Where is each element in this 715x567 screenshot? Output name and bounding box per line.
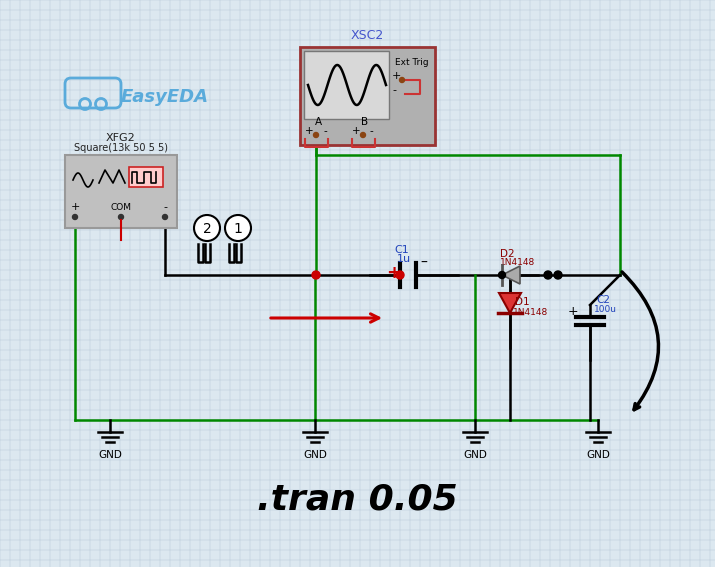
Text: COM: COM [111,203,132,212]
Circle shape [400,78,405,83]
Circle shape [544,271,552,279]
Text: -: - [323,126,327,136]
Text: D1: D1 [515,297,530,307]
Polygon shape [502,266,520,284]
Text: D2: D2 [500,249,515,259]
Text: C1: C1 [395,245,410,255]
Text: 1N4148: 1N4148 [500,258,536,267]
Circle shape [312,271,320,279]
Bar [129,167,163,187]
Bar [304,51,389,119]
Text: -: - [163,202,167,212]
Bar [300,47,435,145]
Text: +: + [392,71,401,81]
Text: .tran 0.05: .tran 0.05 [257,483,458,517]
Circle shape [313,133,318,138]
Text: -: - [392,85,396,95]
Text: 1N4148: 1N4148 [513,308,548,317]
Text: C2: C2 [596,295,610,305]
Text: –: – [420,256,427,270]
Text: Ext Trig: Ext Trig [395,58,428,67]
Text: +: + [568,305,578,318]
Text: 100u: 100u [594,305,617,314]
Text: EasyEDA: EasyEDA [121,88,209,106]
Text: XFG2: XFG2 [106,133,136,143]
Circle shape [72,214,77,219]
Text: GND: GND [98,450,122,460]
Circle shape [194,215,220,241]
Text: 1u: 1u [397,254,411,264]
Text: GND: GND [586,450,610,460]
Text: +: + [352,126,360,136]
Circle shape [498,272,506,278]
Text: 1: 1 [234,222,242,236]
Circle shape [119,214,124,219]
Text: 2: 2 [202,222,212,236]
Text: A: A [315,117,322,127]
Text: +: + [305,126,314,136]
Text: Square(13k 50 5 5): Square(13k 50 5 5) [74,143,168,153]
Text: +: + [386,264,401,282]
Circle shape [396,271,404,279]
Circle shape [162,214,167,219]
Text: GND: GND [303,450,327,460]
Text: XSC2: XSC2 [351,29,384,42]
Text: B: B [362,117,368,127]
Text: +: + [70,202,79,212]
Text: -: - [370,126,374,136]
Bar [65,155,177,228]
Circle shape [554,271,562,279]
Circle shape [360,133,365,138]
Text: GND: GND [463,450,487,460]
Circle shape [225,215,251,241]
Polygon shape [499,293,521,313]
